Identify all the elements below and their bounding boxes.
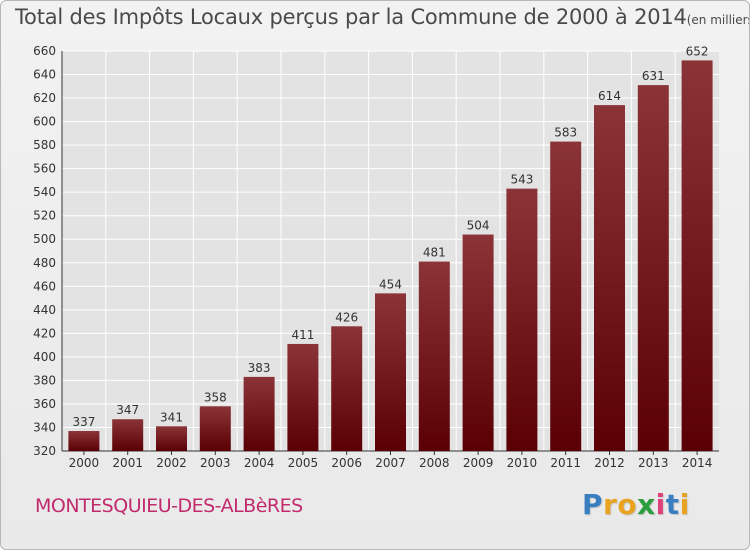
x-tick-label-2002: 2002 — [156, 456, 187, 470]
bar-2001 — [112, 419, 144, 451]
x-tick-label-2001: 2001 — [112, 456, 143, 470]
y-tick-label-400: 400 — [33, 350, 56, 364]
x-tick-label-2013: 2013 — [638, 456, 669, 470]
bar-value-label-2004: 383 — [248, 361, 271, 375]
bar-value-label-2012: 614 — [598, 89, 621, 103]
logo-letter-6: i — [679, 488, 690, 521]
logo-letter-4: i — [655, 488, 666, 521]
x-tick-label-2011: 2011 — [550, 456, 581, 470]
logo-letter-2: o — [617, 488, 638, 521]
y-tick-label-480: 480 — [33, 256, 56, 270]
bar-2005 — [287, 343, 319, 451]
y-tick-label-660: 660 — [33, 44, 56, 58]
bar-value-label-2003: 358 — [204, 390, 227, 404]
y-tick-label-540: 540 — [33, 185, 56, 199]
bar-2007 — [375, 293, 406, 451]
y-tick-label-380: 380 — [33, 373, 56, 387]
y-tick-label-440: 440 — [33, 303, 56, 317]
bar-2008 — [418, 261, 450, 451]
bar-value-label-2009: 504 — [467, 219, 490, 233]
y-tick-label-340: 340 — [33, 420, 56, 434]
logo-letter-3: x — [637, 488, 656, 521]
bar-value-label-2006: 426 — [335, 310, 358, 324]
logo-letter-1: r — [603, 488, 618, 521]
bar-value-label-2002: 341 — [160, 410, 183, 424]
bar-value-label-2011: 583 — [554, 126, 577, 140]
y-tick-label-600: 600 — [33, 115, 56, 129]
x-tick-label-2003: 2003 — [200, 456, 231, 470]
bar-2012 — [594, 105, 625, 451]
x-tick-label-2000: 2000 — [69, 456, 100, 470]
bar-value-label-2000: 337 — [72, 415, 95, 429]
x-tick-label-2006: 2006 — [331, 456, 362, 470]
y-tick-label-460: 460 — [33, 279, 56, 293]
chart-title-text: Total des Impôts Locaux perçus par la Co… — [15, 5, 687, 29]
y-tick-label-360: 360 — [33, 397, 56, 411]
proxiti-logo: Proxiti — [582, 488, 690, 521]
bar-value-label-2014: 652 — [686, 44, 709, 58]
bar-value-label-2005: 411 — [291, 328, 314, 342]
y-tick-label-500: 500 — [33, 232, 56, 246]
bar-2002 — [156, 426, 187, 451]
bar-2006 — [331, 326, 363, 451]
bar-value-label-2007: 454 — [379, 277, 402, 291]
bar-2010 — [506, 188, 538, 451]
bar-2009 — [462, 234, 494, 451]
chart-title-unit: (en milliers d'€) — [686, 13, 750, 27]
bar-value-label-2010: 543 — [510, 173, 533, 187]
y-tick-label-620: 620 — [33, 91, 56, 105]
bar-value-label-2001: 347 — [116, 403, 139, 417]
x-tick-label-2008: 2008 — [419, 456, 450, 470]
chart-title: Total des Impôts Locaux perçus par la Co… — [15, 5, 750, 29]
y-tick-label-320: 320 — [33, 444, 56, 458]
bar-2000 — [68, 431, 100, 451]
x-tick-label-2009: 2009 — [463, 456, 494, 470]
x-tick-label-2010: 2010 — [507, 456, 538, 470]
bar-2013 — [637, 85, 669, 451]
y-tick-label-560: 560 — [33, 162, 56, 176]
logo-letter-0: P — [582, 488, 604, 521]
commune-name: MONTESQUIEU-DES-ALBèRES — [35, 495, 303, 517]
bar-value-label-2013: 631 — [642, 69, 665, 83]
bar-value-label-2008: 481 — [423, 246, 446, 260]
x-tick-label-2005: 2005 — [288, 456, 319, 470]
y-tick-label-580: 580 — [33, 138, 56, 152]
bar-2014 — [681, 60, 713, 451]
bar-2011 — [550, 141, 582, 451]
bar-2003 — [199, 406, 231, 451]
logo-letter-5: t — [665, 488, 680, 521]
y-tick-label-520: 520 — [33, 209, 56, 223]
y-tick-label-420: 420 — [33, 326, 56, 340]
x-tick-label-2007: 2007 — [375, 456, 406, 470]
x-tick-label-2014: 2014 — [682, 456, 713, 470]
x-tick-label-2012: 2012 — [594, 456, 625, 470]
y-tick-label-640: 640 — [33, 68, 56, 82]
x-tick-label-2004: 2004 — [244, 456, 275, 470]
bar-2004 — [243, 376, 275, 451]
